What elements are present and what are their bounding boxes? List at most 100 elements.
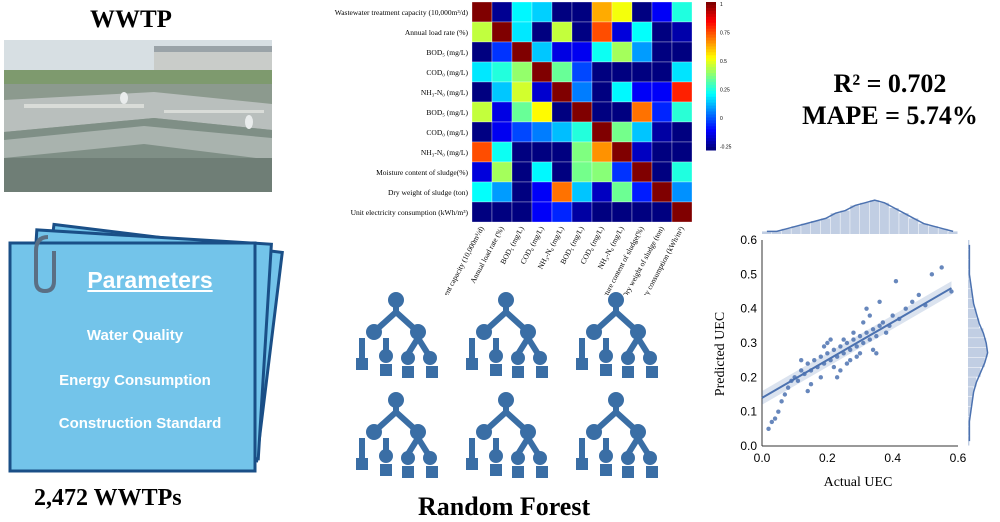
x-marginal-bar — [820, 218, 831, 234]
heatmap-cell — [611, 161, 633, 183]
y-tick-label: 0.3 — [740, 336, 757, 350]
heatmap-cell — [571, 101, 593, 123]
scatter-point — [903, 306, 908, 311]
heatmap-cell — [571, 201, 593, 223]
heatmap-cell — [531, 41, 553, 63]
scatter-point — [897, 316, 902, 322]
colorbar-segment — [706, 43, 716, 47]
parameter-item-construction-standard: Construction Standard — [58, 415, 222, 432]
heatmap-cell — [651, 61, 673, 83]
x-marginal-bar — [830, 213, 840, 234]
scatter-point — [874, 333, 879, 339]
parameter-item-water-quality: Water Quality — [86, 327, 184, 344]
heatmap-cell — [591, 1, 613, 23]
scatter-point — [841, 351, 846, 356]
x-marginal-bar — [918, 223, 929, 234]
y-tick-label: 0.2 — [740, 370, 757, 384]
x-marginal-bar — [899, 213, 909, 234]
heatmap-cell — [531, 21, 553, 43]
heatmap-cell — [651, 201, 673, 223]
colorbar-segment — [706, 90, 716, 95]
heatmap-cell — [511, 81, 533, 103]
y-marginal-bar — [968, 318, 980, 328]
heatmap-cell — [491, 81, 513, 103]
heatmap-cell — [551, 61, 573, 83]
heatmap-cell — [491, 141, 513, 163]
colorbar-segment — [706, 4, 716, 9]
decision-tree-icon — [466, 392, 548, 478]
heatmap-cell — [551, 81, 573, 103]
heatmap-row-label: COD₀ (mg/L) — [426, 68, 468, 77]
x-marginal-bar — [801, 223, 811, 234]
heatmap-cell — [651, 81, 673, 103]
heatmap-cell — [631, 61, 653, 83]
heatmap-cell — [551, 121, 573, 143]
scatter-point — [929, 272, 935, 277]
random-forest-diagram — [348, 290, 668, 495]
heatmap-cell — [571, 141, 593, 163]
colorbar-segment — [706, 141, 716, 145]
colorbar-segment — [706, 87, 716, 92]
heatmap-cell — [511, 21, 533, 43]
colorbar-segment — [706, 117, 716, 121]
scatter-point — [851, 337, 856, 342]
heatmap-cell — [611, 21, 633, 43]
heatmap-cell — [611, 101, 633, 123]
y-marginal-bar — [968, 387, 974, 397]
colorbar-tick-label: 0.5 — [720, 59, 727, 65]
scatter-point — [834, 375, 840, 380]
scatter-point — [821, 344, 827, 349]
heatmap-cell — [511, 161, 533, 183]
heatmap-cell — [551, 41, 573, 63]
colorbar-tick-label: -0.25 — [720, 144, 732, 150]
x-marginal-bar — [840, 210, 850, 234]
heatmap-cell — [471, 101, 493, 123]
heatmap-cell — [531, 181, 553, 203]
heatmap-cell — [551, 161, 573, 183]
scatter-point — [808, 382, 814, 387]
scatter-point — [766, 426, 771, 432]
colorbar-segment — [706, 40, 716, 44]
scatter-point — [831, 347, 837, 353]
colorbar-segment — [706, 114, 716, 118]
heatmap-cell — [471, 161, 493, 183]
heatmap-cell — [491, 181, 513, 203]
scatter-point — [880, 320, 886, 325]
x-marginal-bar — [928, 226, 938, 234]
heatmap-cell — [531, 121, 553, 143]
scatter-point — [916, 292, 921, 298]
heatmap-cell — [511, 121, 533, 143]
correlation-heatmap: Wastewater treatment capacity (10,000m³/… — [335, 1, 732, 295]
colorbar-segment — [706, 138, 716, 142]
decision-tree-icon — [466, 292, 548, 378]
heatmap-cell — [611, 61, 633, 83]
heatmap-cell — [511, 41, 533, 63]
heatmap-row-label: BOD₅ (mg/L) — [426, 108, 468, 117]
y-marginal-bar — [968, 347, 988, 358]
scatter-point — [769, 419, 774, 425]
heatmap-cell — [471, 1, 493, 23]
scatter-point — [812, 357, 817, 363]
x-marginal-bar — [811, 221, 821, 234]
heatmap-cell — [611, 141, 633, 163]
colorbar-segment — [706, 78, 716, 83]
decision-tree-icon — [356, 392, 438, 478]
heatmap-row-label: NH₃-N₀ (mg/L) — [421, 88, 469, 97]
scatter-point — [785, 385, 791, 390]
colorbar-segment — [706, 52, 716, 56]
colorbar-segment — [706, 73, 716, 77]
heatmap-cell — [671, 201, 693, 223]
colorbar-segment — [706, 37, 716, 41]
heatmap-cell — [651, 161, 673, 183]
heatmap-row-label: Annual load rate (%) — [405, 28, 469, 37]
heatmap-cell — [471, 21, 493, 43]
colorbar-segment — [706, 93, 716, 98]
scatter-point — [861, 320, 866, 325]
scatter-point — [864, 306, 869, 311]
heatmap-cell — [671, 141, 693, 163]
colorbar-segment — [706, 10, 716, 15]
scatter-point — [857, 351, 863, 356]
scatter-point — [841, 337, 846, 342]
heatmap-cell — [491, 121, 513, 143]
scatter-point — [877, 323, 882, 329]
